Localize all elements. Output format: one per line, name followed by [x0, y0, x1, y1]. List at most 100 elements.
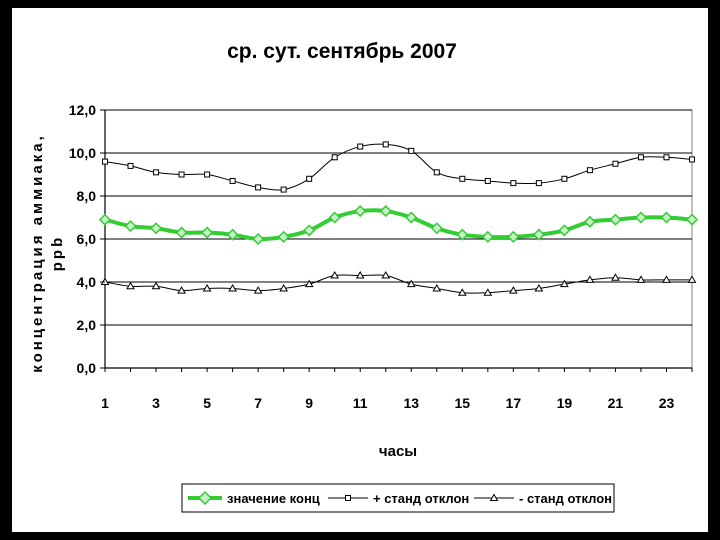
data-point-square [586, 167, 593, 174]
data-point-triangle [177, 286, 186, 294]
data-point-square [433, 169, 440, 176]
y-tick-label: 0,0 [77, 360, 97, 376]
data-point-square [535, 180, 542, 187]
data-point-triangle [330, 271, 340, 279]
y-tick-label: 6,0 [77, 231, 97, 247]
y-axis-ticks: 0,0 2,0 4,0 6,0 8,0 10,0 12,0 [69, 102, 105, 376]
series-2 [102, 141, 695, 193]
plot-area [98, 109, 699, 369]
x-tick-label: 5 [203, 395, 211, 411]
data-point-square [306, 175, 313, 182]
data-point-triangle [457, 288, 467, 296]
legend-box [181, 483, 615, 513]
data-point-square [459, 175, 466, 182]
data-point-diamond [379, 204, 392, 218]
data-point-triangle [432, 283, 442, 292]
data-point-triangle [534, 283, 544, 292]
data-point-square [382, 141, 389, 148]
data-point-diamond [197, 490, 213, 506]
data-point-square [357, 143, 364, 150]
data-point-square [637, 154, 644, 161]
data-point-square [484, 177, 491, 184]
y-tick-label: 8,0 [77, 188, 97, 204]
y-axis-label-line2: ppb [49, 235, 66, 272]
data-point-diamond [149, 222, 163, 235]
data-point-triangle [228, 283, 237, 292]
data-point-triangle [304, 279, 314, 288]
x-tick-label: 3 [152, 395, 160, 411]
data-point-triangle [611, 273, 620, 281]
data-point-triangle [662, 275, 671, 283]
data-point-square [612, 160, 619, 167]
x-tick-label: 11 [353, 395, 368, 411]
data-point-triangle [381, 271, 391, 279]
data-point-triangle [560, 279, 569, 288]
x-tick-label: 9 [305, 395, 313, 411]
y-tick-label: 2,0 [77, 317, 97, 333]
data-point-square [345, 495, 351, 501]
data-point-triangle [355, 271, 365, 279]
y-axis-label-line1: концентрация аммиака, [29, 133, 46, 372]
data-point-square [561, 175, 568, 182]
data-point-diamond [456, 228, 469, 241]
data-point-diamond [507, 230, 520, 243]
data-point-diamond [609, 213, 622, 226]
data-point-diamond [430, 222, 443, 235]
x-tick-label: 23 [659, 395, 675, 411]
data-point-diamond [277, 230, 290, 243]
data-point-square [178, 171, 185, 178]
data-point-triangle [508, 286, 518, 294]
data-point-square [689, 156, 695, 163]
data-point-square [331, 154, 338, 161]
data-point-diamond [685, 213, 699, 226]
legend-label: + станд отклон [373, 491, 469, 506]
data-point-square [510, 180, 517, 187]
data-point-triangle [279, 283, 289, 292]
data-point-diamond [201, 226, 214, 239]
y-tick-label: 10,0 [69, 145, 96, 161]
data-point-triangle [483, 288, 493, 296]
data-point-square [255, 184, 262, 191]
data-point-triangle [202, 283, 212, 292]
data-point-diamond [252, 232, 265, 246]
x-tick-label: 7 [254, 395, 262, 411]
data-point-diamond [583, 215, 596, 228]
data-point-diamond [175, 226, 188, 239]
data-point-square [204, 171, 211, 178]
data-point-diamond [532, 228, 545, 241]
data-point-diamond [124, 220, 137, 233]
y-tick-label: 12,0 [69, 102, 96, 118]
data-point-triangle [406, 279, 416, 288]
legend: значение конц + станд отклон - станд откло… [181, 483, 615, 513]
data-point-square [408, 147, 415, 154]
legend-label: - станд отклон [519, 491, 612, 506]
slide: ср. сут. сентябрь 2007 0,0 2,0 4,0 6,0 8,0 10… [12, 8, 708, 532]
data-point-square [127, 162, 134, 169]
data-point-diamond [303, 224, 316, 237]
data-point-diamond [405, 211, 418, 224]
data-point-triangle [151, 281, 161, 290]
y-tick-label: 4,0 [77, 274, 97, 290]
legend-label: значение конц [227, 491, 320, 506]
x-tick-label: 17 [506, 395, 522, 411]
data-point-square [102, 158, 108, 165]
data-point-triangle [126, 281, 135, 290]
data-point-diamond [481, 230, 494, 243]
x-tick-label: 19 [557, 395, 573, 411]
data-point-triangle [585, 275, 595, 283]
data-point-diamond [634, 211, 648, 224]
data-point-square [153, 169, 160, 176]
chart: ср. сут. сентябрь 2007 0,02,04,06,08,010… [29, 40, 699, 513]
data-point-triangle [489, 493, 499, 501]
x-tick-label: 21 [608, 395, 624, 411]
x-tick-label: 13 [403, 395, 419, 411]
data-point-diamond [354, 204, 367, 218]
data-point-diamond [98, 213, 112, 226]
data-point-diamond [328, 211, 341, 224]
x-axis-label: часы [379, 443, 417, 460]
data-point-triangle [687, 275, 697, 283]
data-point-triangle [253, 286, 263, 294]
x-tick-label: 1 [101, 395, 109, 411]
chart-title: ср. сут. сентябрь 2007 [227, 40, 457, 63]
data-point-square [280, 186, 287, 193]
